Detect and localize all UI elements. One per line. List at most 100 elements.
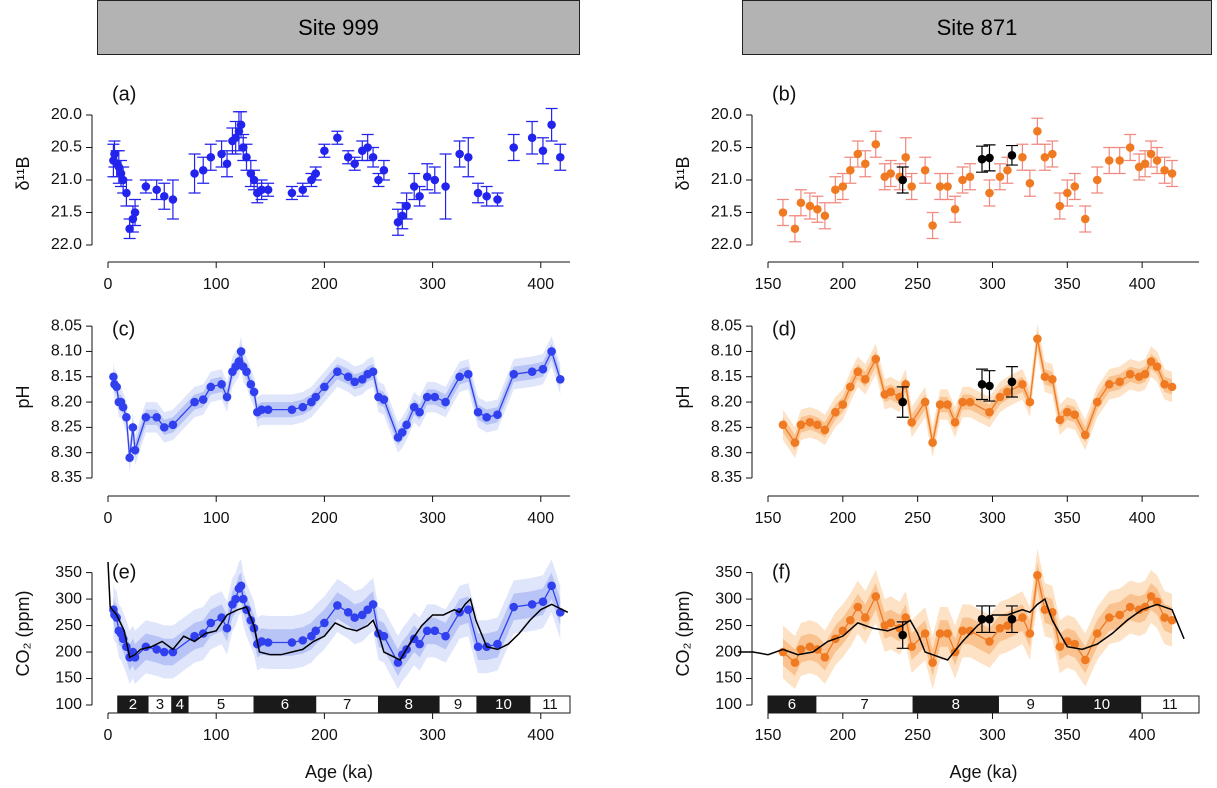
data-point (943, 629, 952, 638)
data-point (509, 602, 519, 612)
data-point (1140, 159, 1150, 169)
data-point (935, 182, 945, 191)
x-tick-label: 200 (829, 727, 856, 744)
data-point (928, 658, 937, 667)
data-point (1040, 152, 1050, 162)
data-point (257, 405, 266, 414)
x-tick-label: 400 (1129, 727, 1156, 744)
data-point (122, 188, 131, 198)
stage-box (1140, 695, 1200, 714)
stage-box (529, 695, 571, 714)
data-point (935, 400, 945, 409)
y-tick-label: 8.25 (711, 419, 742, 436)
data-point (374, 175, 383, 185)
stage-label: 10 (1093, 696, 1110, 713)
data-point (898, 175, 907, 185)
data-point (455, 372, 464, 382)
x-tick-label: 150 (755, 276, 782, 293)
data-point (1092, 629, 1102, 638)
data-point (350, 377, 359, 387)
data-point (473, 407, 483, 417)
data-point (1018, 152, 1027, 162)
data-point (1104, 380, 1114, 389)
x-tick-label: 400 (1129, 510, 1156, 527)
x-tick-label: 300 (979, 727, 1006, 744)
data-point (159, 647, 169, 657)
data-point (509, 369, 519, 379)
data-point (263, 638, 273, 647)
x-tick-label: 200 (829, 510, 856, 527)
y-tick-label: 8.05 (711, 317, 742, 334)
data-point (1115, 610, 1124, 620)
data-point (1152, 156, 1162, 165)
data-point (1063, 407, 1072, 417)
y-tick-label: 8.35 (51, 469, 82, 486)
data-point (985, 153, 994, 163)
data-point (1025, 397, 1035, 407)
x-tick-label: 200 (311, 510, 338, 527)
x-tick-label: 100 (203, 510, 230, 527)
data-point (287, 405, 297, 414)
site-header: Site 999 (97, 0, 580, 55)
data-point (1055, 642, 1065, 652)
data-point (409, 402, 419, 412)
data-point (1167, 169, 1177, 178)
x-tick-label: 100 (203, 727, 230, 744)
data-point (298, 185, 308, 195)
data-point (1033, 570, 1042, 580)
y-axis-label: δ¹¹B (673, 156, 693, 190)
data-point (1048, 374, 1057, 384)
data-point (860, 374, 870, 384)
data-point (813, 204, 822, 214)
uncertainty-band (113, 572, 561, 676)
data-point (246, 380, 256, 389)
data-point (152, 412, 161, 422)
y-tick-label: 8.35 (711, 469, 742, 486)
y-tick-label: 20.0 (51, 106, 82, 123)
y-tick-label: 100 (55, 696, 82, 713)
data-point (125, 224, 134, 234)
data-point (886, 169, 896, 178)
x-tick-label: 200 (829, 276, 856, 293)
data-point (1115, 377, 1124, 387)
data-point (402, 201, 411, 211)
data-point (298, 636, 308, 645)
data-point (555, 374, 565, 384)
data-point (958, 397, 967, 407)
data-point (357, 374, 367, 384)
x-tick-label: 350 (1054, 727, 1081, 744)
stage-label: 7 (860, 696, 868, 713)
data-point (168, 195, 178, 204)
data-point (1018, 380, 1027, 389)
data-point (397, 428, 407, 437)
data-point (907, 182, 916, 191)
data-point (350, 159, 359, 169)
data-point (901, 152, 910, 162)
data-point (538, 597, 548, 607)
x-tick-label: 0 (104, 510, 113, 527)
data-point (838, 626, 848, 636)
data-point (343, 152, 353, 162)
data-point (985, 614, 994, 624)
data-point (343, 372, 353, 382)
data-point (168, 647, 178, 657)
data-point (430, 175, 440, 185)
data-point (473, 642, 483, 652)
data-point (287, 188, 297, 198)
data-point (482, 412, 491, 422)
data-point (1104, 156, 1114, 165)
data-point (1152, 597, 1162, 607)
data-point (907, 642, 916, 652)
data-point (928, 221, 937, 230)
y-tick-label: 350 (55, 564, 82, 581)
y-tick-label: 350 (715, 564, 742, 581)
data-point (368, 600, 378, 609)
data-point (1080, 214, 1090, 224)
x-tick-label: 300 (979, 510, 1006, 527)
data-point (415, 407, 424, 417)
data-point (805, 642, 815, 652)
data-point (311, 392, 321, 402)
x-tick-label: 350 (1054, 510, 1081, 527)
data-point (287, 638, 297, 647)
